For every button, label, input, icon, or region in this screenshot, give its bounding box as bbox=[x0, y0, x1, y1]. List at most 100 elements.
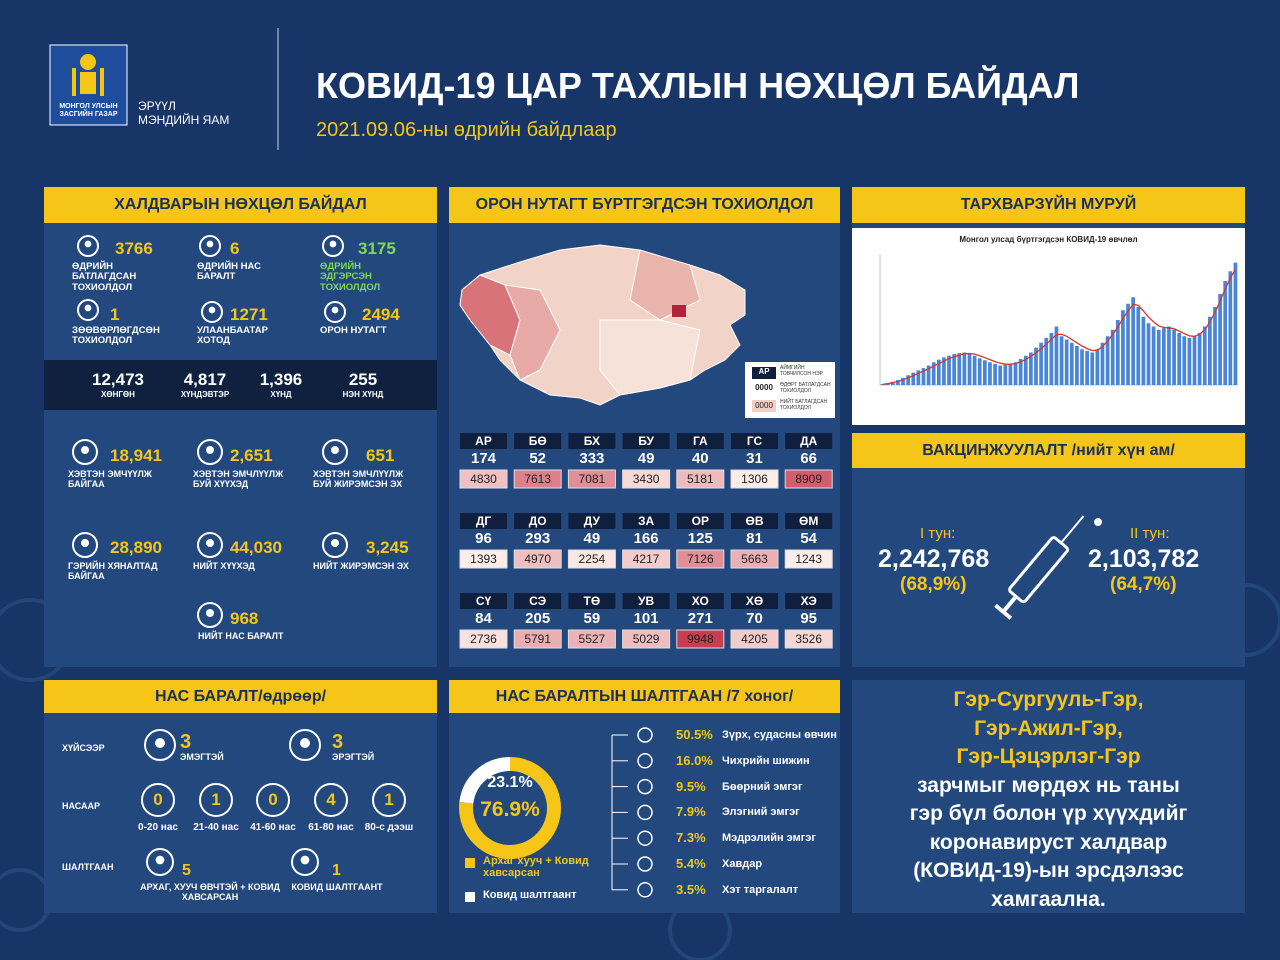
dose-share: (64,7%) bbox=[1110, 574, 1177, 595]
bar bbox=[1029, 352, 1033, 385]
bar bbox=[1100, 342, 1105, 385]
province-total-box bbox=[784, 549, 833, 569]
logo-emblem bbox=[72, 68, 104, 96]
bar bbox=[993, 363, 997, 385]
province-code-box bbox=[460, 433, 507, 449]
province-total: 1243 bbox=[795, 552, 823, 566]
disease-share: 3.5% bbox=[676, 881, 706, 897]
bar bbox=[1039, 342, 1043, 385]
panel-header bbox=[449, 187, 840, 223]
province-total-box bbox=[513, 549, 562, 569]
severity-value: 255 bbox=[348, 370, 378, 389]
bar bbox=[1223, 281, 1228, 385]
bar bbox=[916, 370, 921, 385]
province-total-box bbox=[730, 469, 779, 489]
province-code: ЗА bbox=[638, 514, 655, 528]
panel-title: ВАКЦИНЖУУЛАЛТ /нийт хүн ам/ bbox=[922, 441, 1175, 459]
icon bbox=[144, 729, 176, 761]
cause-value: 1 bbox=[332, 862, 341, 879]
province-total-box bbox=[459, 549, 508, 569]
stat-label: ЗӨӨВӨРЛӨГДСӨН ТОХИОЛДОЛ bbox=[72, 325, 160, 347]
panel-header bbox=[852, 433, 1245, 468]
disease-share: 9.5% bbox=[676, 778, 706, 794]
province-code-box bbox=[622, 593, 670, 609]
panel-header bbox=[449, 680, 840, 713]
stat-label: ӨДРИЙН ЭДГЭРСЭН ТОХИОЛДОЛ bbox=[320, 261, 381, 293]
bar bbox=[911, 372, 916, 385]
syringe bbox=[994, 603, 1013, 620]
subtitle: 2021.09.06-ны өдрийн байдлаар bbox=[316, 119, 617, 141]
map-region bbox=[599, 319, 701, 396]
message-line: гэр бүл болон үр хүүхдийг bbox=[909, 802, 1188, 825]
virus-decoration bbox=[0, 868, 52, 932]
bar bbox=[1105, 336, 1110, 385]
bar bbox=[1049, 333, 1054, 385]
province-code: АР bbox=[475, 434, 492, 448]
icon bbox=[322, 439, 348, 465]
bar bbox=[1208, 316, 1212, 385]
province-daily: 49 bbox=[583, 530, 601, 547]
province-code: ДО bbox=[528, 514, 547, 528]
ministry: МЭНДИЙН ЯАМ bbox=[138, 113, 230, 127]
icon bbox=[77, 235, 99, 257]
bar bbox=[947, 355, 951, 385]
legend-label: Ковид шалтгаант bbox=[483, 889, 577, 901]
disease-share: 7.3% bbox=[676, 830, 706, 846]
province-total-box bbox=[567, 549, 616, 569]
province-total-box bbox=[676, 629, 725, 649]
province-code-box bbox=[731, 433, 778, 449]
age-circle bbox=[372, 783, 406, 817]
care-label: ХЭВТЭН ЭМЧЛҮҮЛЖ БУЙ ХҮҮХЭД bbox=[193, 469, 284, 489]
icon bbox=[199, 235, 221, 257]
bar bbox=[1034, 347, 1038, 385]
icon bbox=[637, 778, 653, 795]
panel-header bbox=[44, 680, 437, 713]
stat-value: 3766 bbox=[115, 239, 153, 258]
bar bbox=[906, 375, 910, 385]
stat-label: ОРОН НУТАГТ bbox=[320, 325, 387, 336]
bar bbox=[967, 353, 972, 385]
map-region bbox=[672, 305, 686, 317]
province-total-box bbox=[622, 469, 671, 489]
bar bbox=[890, 381, 895, 385]
bar bbox=[1146, 323, 1151, 385]
icon bbox=[77, 299, 99, 321]
province-code: ГС bbox=[746, 434, 763, 448]
province-code: ДУ bbox=[583, 514, 600, 528]
panel-title: НАС БАРАЛТЫН ШАЛТГААН /7 хоног/ bbox=[495, 687, 794, 705]
legend-label: Архаг хууч + Ковид хавсарсан bbox=[483, 855, 589, 880]
bar bbox=[1064, 339, 1069, 385]
province-code-box bbox=[785, 433, 833, 449]
care-label: ХЭВТЭН ЭМЧҮҮЛЖ БАЙГАА bbox=[68, 469, 152, 489]
map-region bbox=[504, 284, 561, 381]
icon bbox=[206, 240, 214, 248]
province-total: 5181 bbox=[686, 472, 714, 486]
syringe bbox=[1060, 515, 1085, 544]
province-code-box bbox=[568, 513, 616, 529]
care-value: 28,890 bbox=[110, 538, 162, 557]
age-value: 0 bbox=[153, 790, 163, 809]
bar bbox=[936, 359, 941, 385]
bar bbox=[1121, 310, 1125, 385]
province-code: БӨ bbox=[528, 434, 547, 448]
bar bbox=[1003, 364, 1008, 385]
icon bbox=[81, 539, 89, 547]
stat-value: 1 bbox=[110, 305, 120, 324]
drop bbox=[1094, 518, 1102, 526]
message-line: Гэр-Ажил-Гэр, bbox=[974, 716, 1123, 740]
disease-name: Мэдрэлийн эмгэг bbox=[722, 832, 816, 845]
dose-count: 2,103,782 bbox=[1088, 545, 1200, 573]
province-total-box bbox=[622, 629, 671, 649]
bar bbox=[1192, 336, 1197, 385]
icon bbox=[206, 539, 214, 547]
panel-title: НАС БАРАЛТ/өдрөөр/ bbox=[154, 687, 327, 705]
province-daily: 95 bbox=[800, 610, 818, 627]
bar bbox=[1151, 326, 1156, 385]
legend-total: 0000 bbox=[755, 401, 773, 410]
icon bbox=[322, 532, 348, 558]
province-total: 5527 bbox=[578, 632, 606, 646]
dose-label: I тун: bbox=[920, 525, 956, 542]
province-total: 4970 bbox=[524, 552, 552, 566]
care-value: 3,245 bbox=[366, 538, 409, 557]
severity-label: ХҮНДЭВТЭР bbox=[180, 390, 230, 399]
